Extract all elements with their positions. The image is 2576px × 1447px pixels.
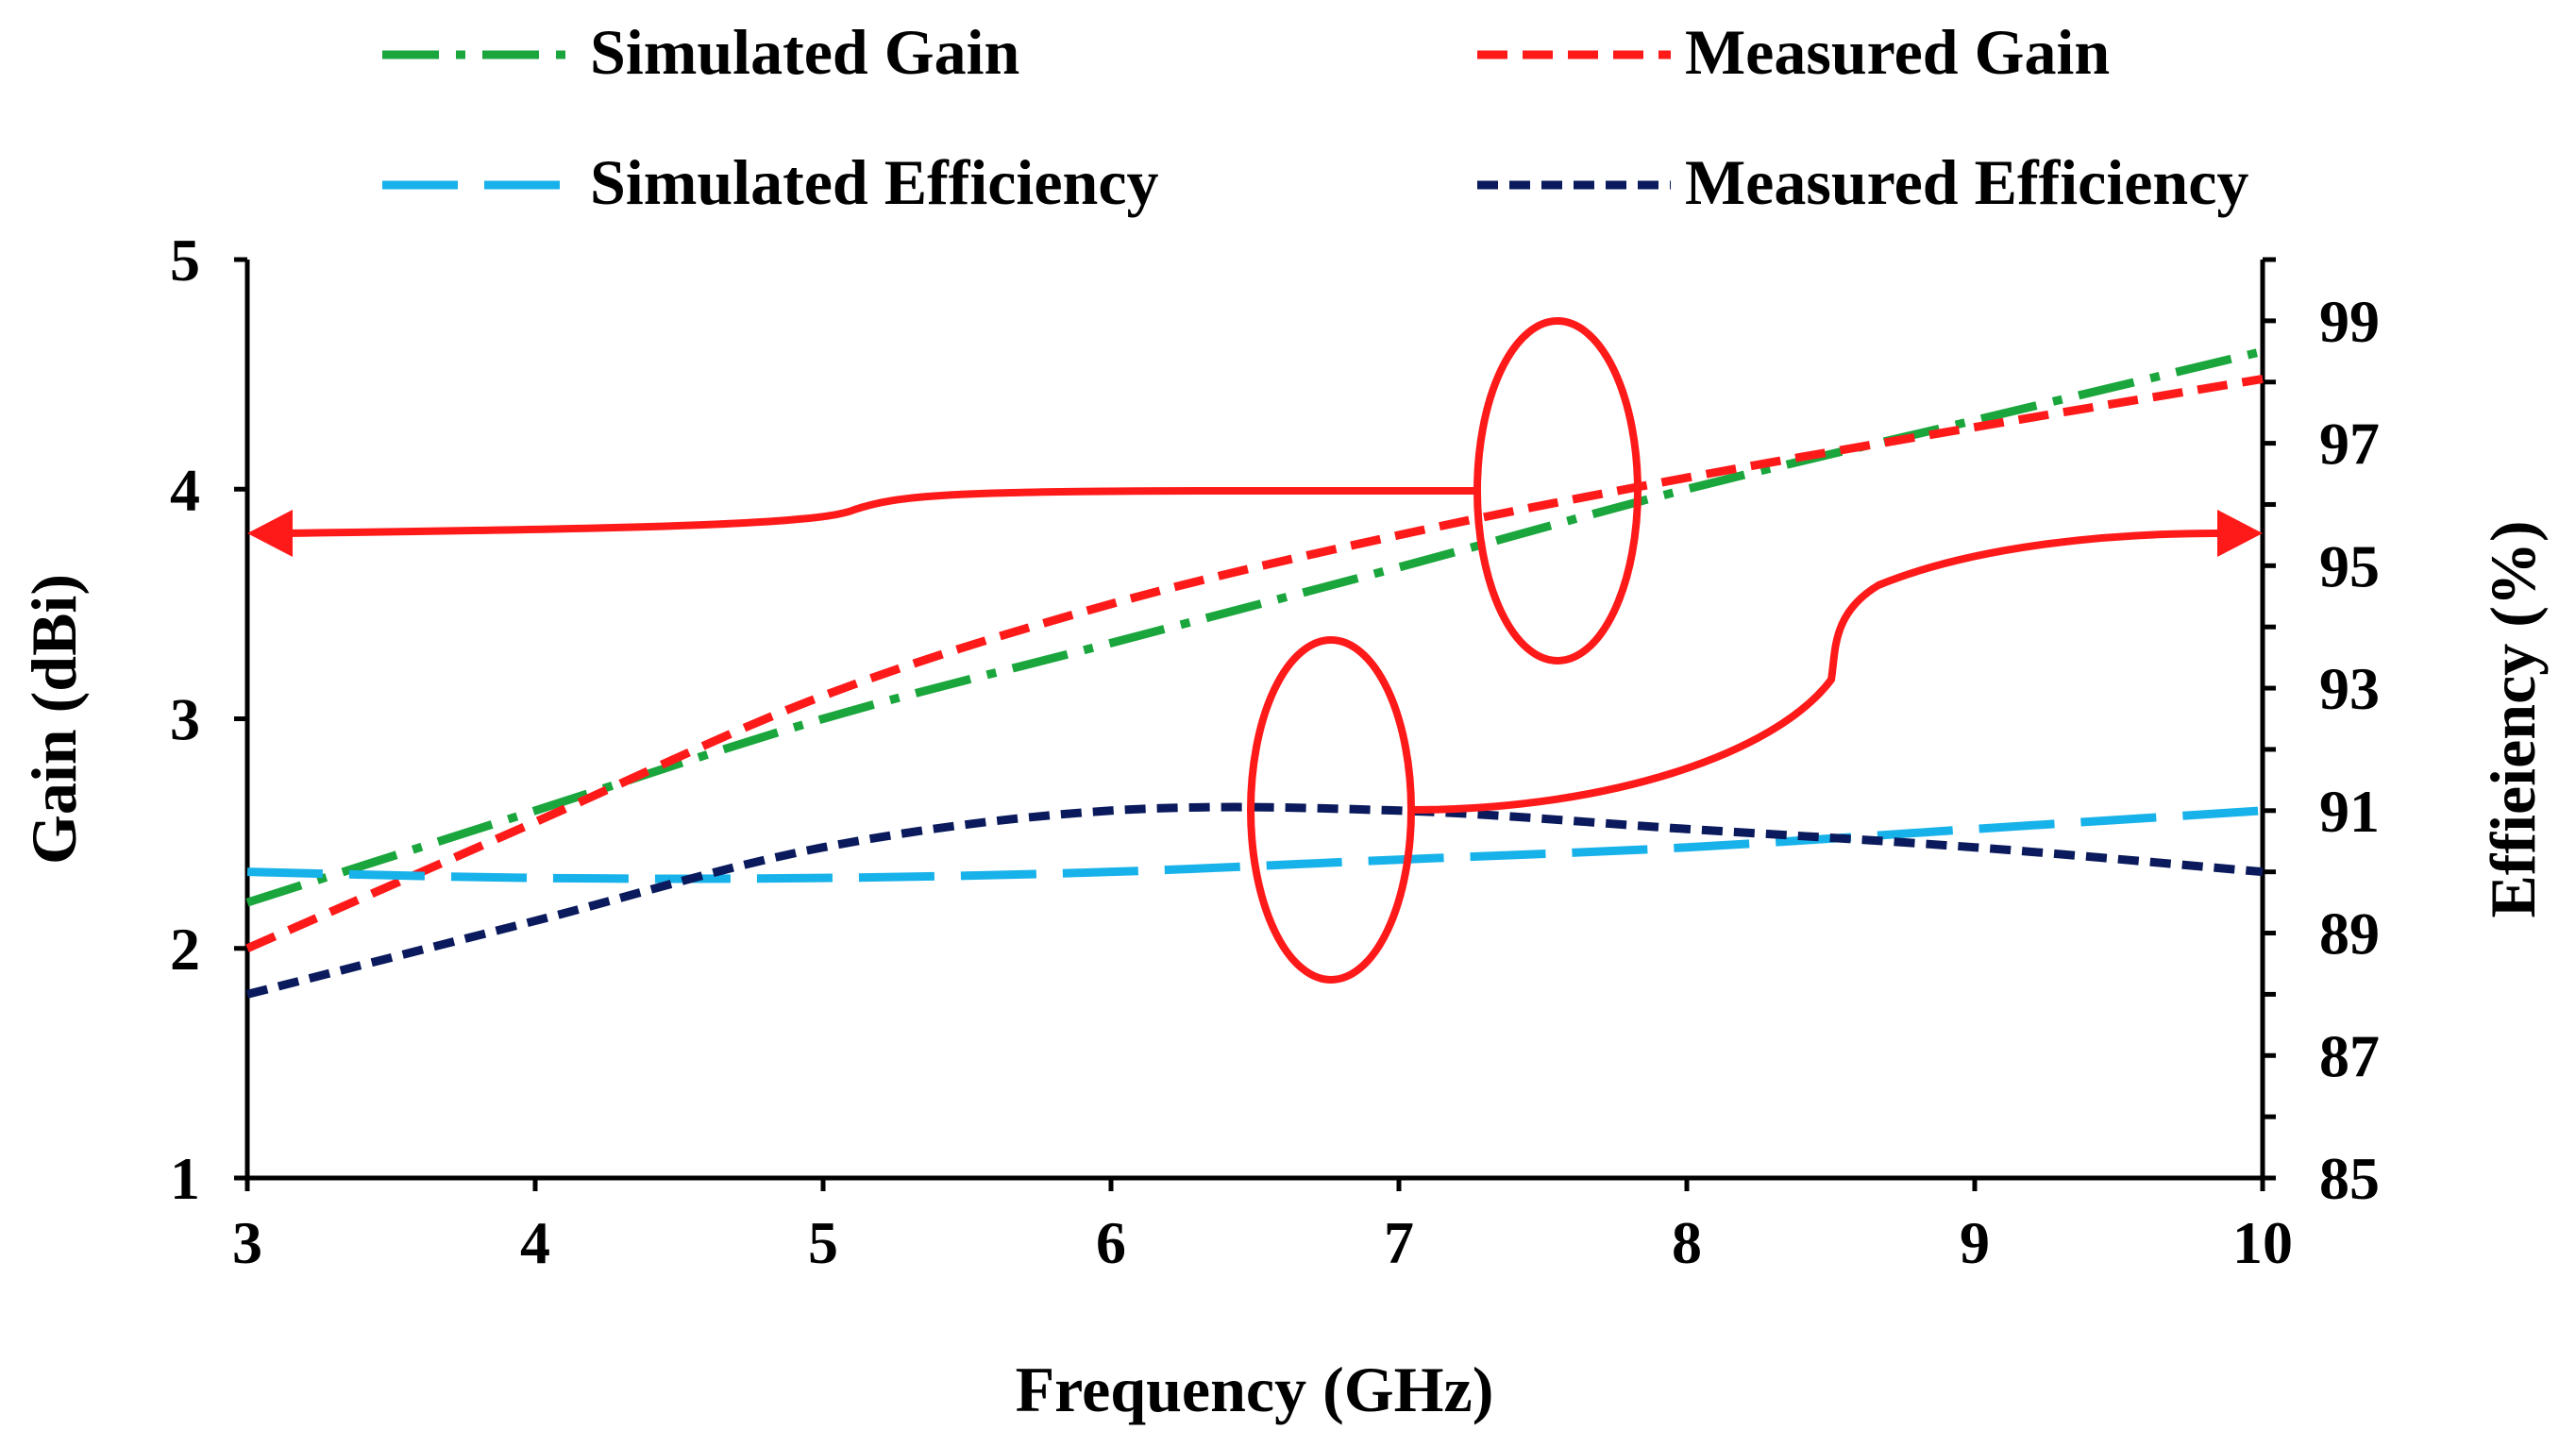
y2-tick-label: 91 [2319,778,2380,845]
x-tick-label: 9 [1960,1209,1990,1276]
gain-axis-arrow-line [282,487,1477,537]
series-line-simulated-efficiency [246,806,2264,883]
y-tick-label: 2 [170,916,200,983]
legend-label-measured-efficiency: Measured Efficiency [1685,146,2248,218]
x-tick-label: 6 [1096,1209,1126,1276]
y2-tick-label: 85 [2319,1145,2380,1212]
y-tick-label: 1 [170,1145,200,1212]
x-tick-label: 8 [1672,1209,1702,1276]
x-tick-label: 5 [808,1209,838,1276]
y2-tick-label: 97 [2319,411,2380,478]
y2-tick-label: 89 [2319,900,2380,967]
y-tick-label: 3 [170,686,200,753]
legend-label-simulated-gain: Simulated Gain [590,16,1019,88]
series-group [245,346,2265,999]
x-tick-label: 4 [520,1209,550,1276]
x-tick-label: 10 [2232,1209,2293,1276]
efficiency-axis-arrowhead [2217,510,2263,557]
legend-label-measured-gain: Measured Gain [1685,16,2110,88]
gain-axis-arrowhead [247,510,293,557]
y2-tick-label: 87 [2319,1022,2380,1089]
efficiency-axis-arrow-line [1410,530,2219,814]
legend-label-simulated-efficiency: Simulated Efficiency [590,146,1159,218]
series-line-measured-efficiency [245,802,2264,999]
series-line-measured-gain [245,375,2264,952]
y-tick-label: 4 [170,456,200,523]
y2-tick-label: 93 [2319,655,2380,722]
series-line-simulated-gain [245,346,2265,907]
y2-tick-label: 99 [2319,288,2380,355]
y-tick-label: 5 [170,227,200,294]
y2-axis-title: Effieiency (%) [2477,520,2549,917]
gain-series-ellipse [1473,317,1642,665]
x-tick-label: 3 [232,1209,262,1276]
x-tick-label: 7 [1384,1209,1414,1276]
legend: Simulated Gain Measured Gain Simulated E… [382,16,2248,218]
y-axis-title: Gain (dBi) [18,574,90,865]
annotations [247,317,2263,984]
y2-tick-label: 95 [2319,532,2380,599]
x-axis-title: Frequency (GHz) [1016,1354,1494,1425]
